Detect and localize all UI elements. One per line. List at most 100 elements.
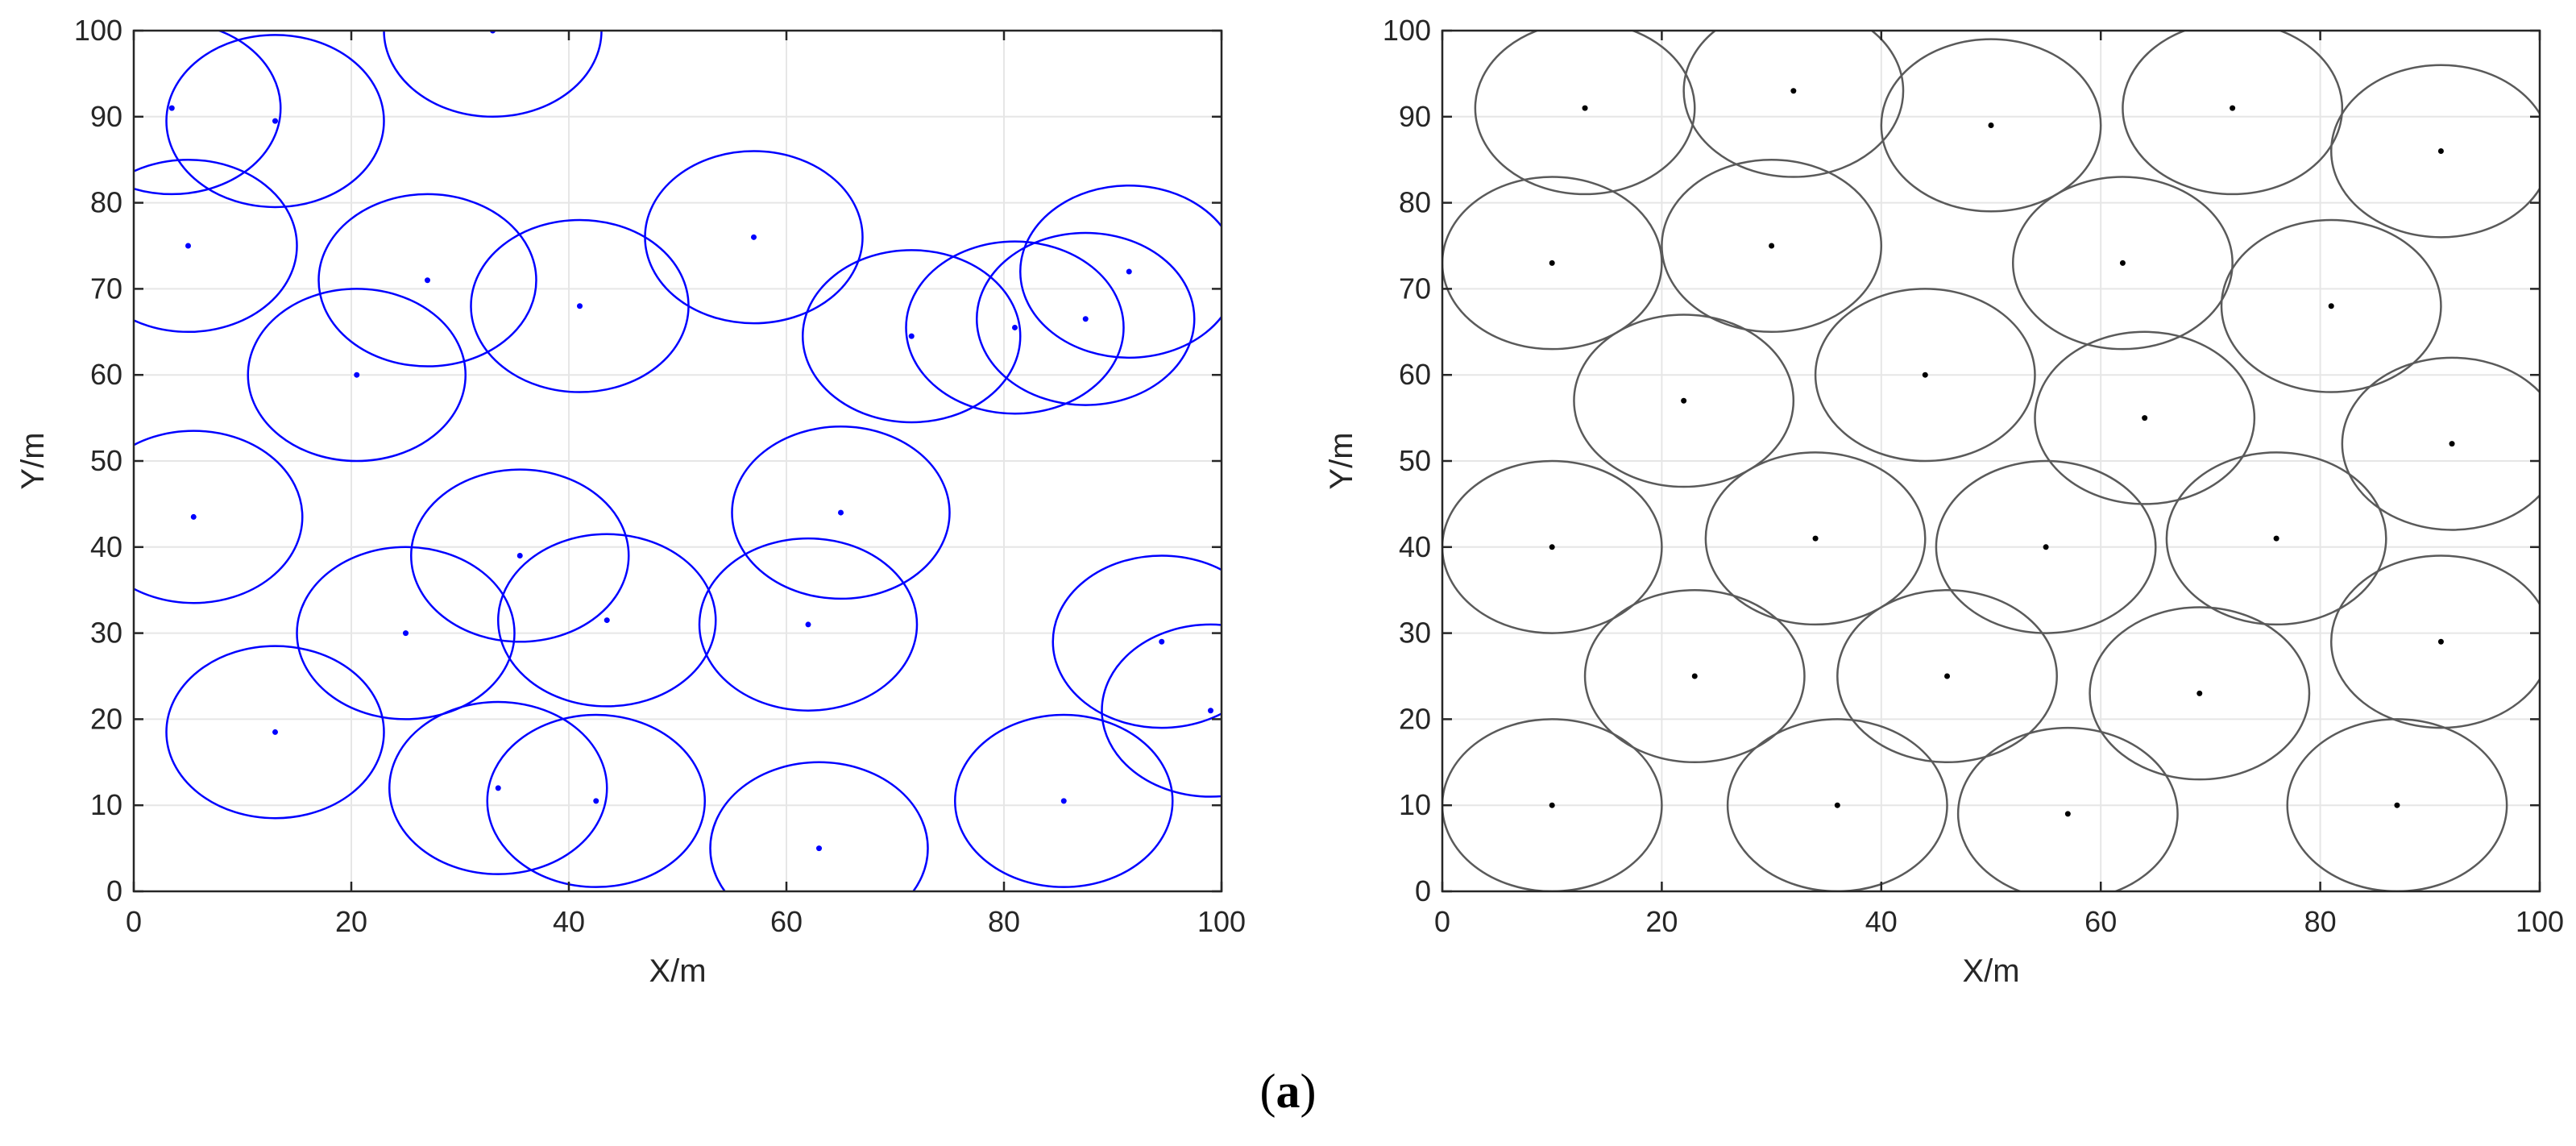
y-tick-label: 90 <box>1399 100 1431 133</box>
left-x-axis-label: X/m <box>649 953 706 989</box>
sensor-node-point <box>272 118 278 124</box>
x-tick-label: 60 <box>2084 905 2117 938</box>
y-tick-label: 100 <box>74 14 122 47</box>
sensor-node-point <box>403 630 409 637</box>
right-x-axis-label: X/m <box>1962 953 2019 989</box>
right-panel-optimized-deployment: 0 20 40 60 80 100 0 10 20 30 40 50 60 70 80 90 100 X/m Y/m <box>1324 14 2564 989</box>
coverage-circle <box>1052 554 1222 729</box>
x-tick-label: 20 <box>335 905 367 938</box>
x-tick-label: 80 <box>2304 905 2337 938</box>
coverage-circle <box>165 34 385 209</box>
coverage-circle <box>2330 554 2540 729</box>
y-tick-label: 10 <box>1399 788 1431 821</box>
coverage-circle <box>2034 330 2256 505</box>
coverage-circle <box>1661 158 1883 334</box>
coverage-circle <box>731 426 951 600</box>
sensor-node-point <box>1082 316 1089 322</box>
y-tick-label: 70 <box>1399 272 1431 305</box>
sensor-node-point <box>908 333 915 339</box>
coverage-circle <box>1583 588 1806 764</box>
coverage-circle <box>388 700 608 875</box>
sensor-node-point <box>816 845 822 852</box>
x-tick-label: 80 <box>988 905 1020 938</box>
sensor-node-point <box>838 509 844 516</box>
coverage-circle <box>1935 459 2157 634</box>
sensor-node-point <box>425 277 430 284</box>
coverage-circle <box>954 713 1174 888</box>
sensor-node-point <box>185 243 191 249</box>
sensor-node-point <box>751 234 757 240</box>
y-tick-label: 40 <box>90 530 122 563</box>
y-tick-label: 20 <box>1399 702 1431 735</box>
y-tick-label: 30 <box>1399 617 1431 650</box>
coverage-circle <box>1836 588 2058 764</box>
sensor-node-point <box>1549 260 1555 266</box>
y-tick-label: 90 <box>90 100 122 133</box>
x-tick-label: 0 <box>126 905 142 938</box>
sensor-node-point <box>2119 260 2126 266</box>
sensor-node-point <box>1582 105 1588 111</box>
coverage-circle <box>1101 623 1222 798</box>
sensor-node-point <box>1944 673 1951 679</box>
sensor-node-point <box>1549 802 1555 808</box>
x-tick-label: 60 <box>770 905 803 938</box>
coverage-circle <box>1019 185 1222 359</box>
y-tick-label: 0 <box>106 874 122 907</box>
coverage-circle <box>644 150 864 325</box>
x-tick-label: 100 <box>2516 905 2564 938</box>
y-tick-label: 20 <box>90 702 122 735</box>
y-tick-label: 10 <box>90 788 122 821</box>
x-tick-label: 40 <box>553 905 585 938</box>
sensor-node-point <box>604 617 610 624</box>
sensor-node-point <box>2196 690 2203 696</box>
coverage-circle <box>486 713 706 888</box>
coverage-circle <box>1474 31 1696 196</box>
coverage-circle <box>165 645 385 820</box>
coverage-circle <box>1956 726 2179 891</box>
coverage-circle <box>698 537 919 712</box>
y-tick-label: 70 <box>90 272 122 305</box>
coverage-circle <box>2122 31 2344 196</box>
left-sensor-coverage <box>134 31 1222 891</box>
sensor-node-point <box>2142 415 2148 421</box>
sensor-node-point <box>577 303 583 309</box>
sensor-node-point <box>1208 708 1213 714</box>
coverage-circle <box>296 546 516 720</box>
sensor-node-point <box>1812 535 1819 542</box>
sensor-node-point <box>354 372 360 378</box>
x-tick-label: 100 <box>1197 905 1246 938</box>
y-tick-label: 50 <box>90 444 122 477</box>
coverage-circle <box>1682 31 1905 178</box>
sensor-node-point <box>2043 544 2049 550</box>
coverage-circle <box>2220 218 2442 393</box>
figure-caption: (a) <box>0 1064 2576 1119</box>
caption-close-paren: ) <box>1300 1065 1317 1118</box>
sensor-node-point <box>1126 268 1132 275</box>
sensor-node-point <box>1922 372 1928 378</box>
coverage-circle <box>2341 356 2540 531</box>
coverage-circle <box>1704 451 1927 626</box>
sensor-node-point <box>168 105 175 111</box>
x-tick-label: 0 <box>1434 905 1450 938</box>
left-y-axis-label: Y/m <box>15 432 51 489</box>
coverage-circle <box>247 288 467 463</box>
coverage-circle <box>802 249 1022 424</box>
sensor-node-point <box>1549 544 1555 550</box>
coverage-circle <box>709 761 929 891</box>
coverage-circle <box>410 468 630 643</box>
coverage-circle <box>134 31 282 196</box>
coverage-circle <box>1726 718 1948 891</box>
sensor-node-point <box>1834 802 1840 808</box>
y-tick-label: 100 <box>1383 14 1431 47</box>
sensor-node-point <box>593 798 599 804</box>
left-panel-random-deployment: 0 20 40 60 80 100 0 10 20 30 40 50 60 70 80 90 100 X/m Y/m <box>15 14 1246 989</box>
coverage-circle <box>2089 606 2311 781</box>
sensor-node-point <box>2449 441 2455 447</box>
sensor-node-point <box>2437 148 2444 155</box>
y-tick-label: 80 <box>1399 186 1431 219</box>
sensor-node-point <box>2064 811 2071 817</box>
right-sensor-coverage <box>1442 31 2540 891</box>
right-y-axis-label: Y/m <box>1324 432 1359 489</box>
coverage-circle <box>383 31 603 118</box>
y-tick-label: 0 <box>1415 874 1431 907</box>
